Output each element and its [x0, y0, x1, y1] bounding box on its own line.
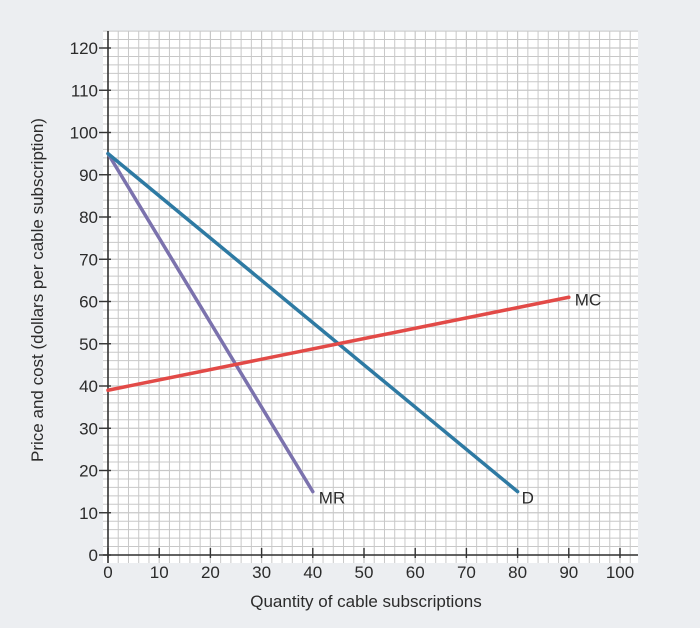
x-tick-label: 100	[606, 563, 634, 582]
x-tick-label: 70	[457, 563, 476, 582]
x-axis-title: Quantity of cable subscriptions	[250, 592, 482, 611]
x-tick-label: 20	[201, 563, 220, 582]
y-tick-label: 120	[70, 39, 98, 58]
y-tick-label: 80	[79, 208, 98, 227]
y-tick-label: 60	[79, 293, 98, 312]
series-lines	[106, 151, 571, 494]
y-tick-label: 10	[79, 504, 98, 523]
x-tick-label: 90	[559, 563, 578, 582]
y-tick-label: 70	[79, 250, 98, 269]
y-tick-label: 40	[79, 377, 98, 396]
y-tick-label: 50	[79, 335, 98, 354]
y-axis-ticks: 0 10 20 30 40 50 60 70 80 90 100 110 120	[70, 39, 111, 565]
series-line-mr	[106, 151, 315, 494]
y-tick-label: 0	[89, 546, 98, 565]
x-tick-label: 10	[150, 563, 169, 582]
x-tick-label: 50	[355, 563, 374, 582]
x-tick-label: 30	[252, 563, 271, 582]
x-tick-label: 40	[303, 563, 322, 582]
y-tick-label: 90	[79, 166, 98, 185]
plot-area	[103, 31, 638, 563]
y-tick-label: 30	[79, 419, 98, 438]
series-line-d	[106, 151, 520, 494]
y-tick-label: 20	[79, 462, 98, 481]
series-line-mc	[106, 295, 571, 392]
x-axis-ticks: 0 10 20 30 40 50 60 70 80 90 100	[103, 548, 634, 582]
series-label-d: D	[522, 489, 534, 508]
y-axis-title: Price and cost (dollars per cable subscr…	[28, 118, 47, 462]
series-label-mr: MR	[319, 489, 345, 508]
series-label-mc: MC	[575, 290, 601, 309]
x-tick-label: 80	[508, 563, 527, 582]
y-tick-label: 100	[70, 124, 98, 143]
series-labels: MR D MC	[319, 290, 601, 507]
axes	[103, 31, 638, 563]
y-tick-label: 110	[71, 81, 98, 100]
x-tick-label: 60	[406, 563, 425, 582]
x-tick-label: 0	[103, 563, 112, 582]
